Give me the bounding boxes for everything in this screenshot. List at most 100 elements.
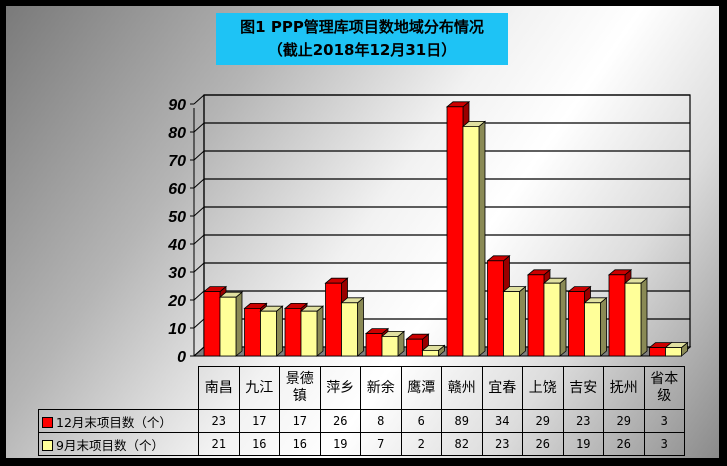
bar-dec: [365, 333, 383, 357]
category-header: 宜春: [481, 366, 523, 410]
bar-sep: [381, 335, 399, 357]
gridline-diag: [193, 346, 205, 357]
data-table-row-series1: 12月末项目数（个） 23 17 17 26 8 6 89 34 29 23 29 3: [38, 409, 685, 433]
data-table-corner: [38, 366, 199, 410]
table-cell: 6: [400, 409, 442, 433]
table-cell: 34: [481, 409, 523, 433]
gridline-diag: [193, 262, 205, 273]
bar-sep-side: [640, 277, 648, 357]
table-cell: 23: [562, 409, 604, 433]
gridline-diag: [193, 234, 205, 245]
legend-label: 9月末项目数（个）: [56, 437, 164, 453]
legend-swatch-yellow: [42, 439, 53, 451]
y-tick-label: 30: [168, 265, 186, 282]
bar-dec: [487, 260, 504, 357]
bar-sep: [422, 349, 439, 357]
data-table-header-row: 南昌 九江 景德镇萍乡 新余 鹰潭 赣州 宜春 上饶 吉安 抚州 省本级: [38, 366, 685, 410]
bar-sep: [543, 282, 561, 357]
y-tick-label: 0: [177, 349, 186, 366]
category-header: 省本级: [643, 366, 685, 410]
bar-sep: [503, 291, 520, 357]
table-cell: 16: [238, 432, 280, 456]
y-tick-label: 90: [168, 97, 186, 114]
bar-dec: [527, 274, 545, 357]
bar-sep: [462, 126, 480, 357]
category-header: 南昌: [198, 366, 240, 410]
table-cell: 8: [360, 409, 402, 433]
category-header: 上饶: [522, 366, 564, 410]
gridline-diag: [193, 150, 205, 161]
bar-sep-side: [316, 305, 324, 357]
bar-dec: [649, 347, 666, 357]
gridline-diag: [193, 122, 205, 133]
table-cell: 3: [643, 409, 685, 433]
bar-dec: [284, 307, 302, 357]
bar-sep-side: [357, 296, 364, 357]
table-cell: 29: [603, 409, 645, 433]
category-header: 萍乡: [319, 366, 361, 410]
bar-sep: [219, 296, 237, 357]
table-cell: 23: [198, 409, 240, 433]
table-cell: 29: [522, 409, 564, 433]
table-cell: 17: [279, 409, 321, 433]
data-table: 南昌 九江 景德镇萍乡 新余 鹰潭 赣州 宜春 上饶 吉安 抚州 省本级 12月末项目数（个） 23…: [38, 366, 685, 456]
table-cell: 7: [360, 432, 402, 456]
legend-series2: 9月末项目数（个）: [38, 432, 199, 456]
table-cell: 17: [238, 409, 280, 433]
y-tick-label: 20: [167, 293, 186, 310]
bar-sep: [665, 347, 682, 357]
table-cell: 2: [400, 432, 442, 456]
bar-sep-side: [478, 120, 486, 357]
category-header: 九江: [238, 366, 280, 410]
bar-dec: [203, 291, 221, 357]
bar-sep-side: [600, 296, 607, 357]
table-cell: 19: [562, 432, 604, 456]
category-header: 景德镇: [279, 366, 321, 410]
bar-sep: [584, 302, 601, 357]
chart-title-line2: （截止2018年12月31日）: [267, 41, 457, 59]
legend-label: 12月末项目数（个）: [56, 414, 172, 430]
gridline-diag: [193, 94, 205, 105]
bar-sep: [300, 310, 318, 357]
bar-sep-side: [559, 277, 567, 357]
y-tick-label: 80: [168, 125, 186, 142]
table-cell: 16: [279, 432, 321, 456]
table-cell: 19: [319, 432, 361, 456]
category-header: 赣州: [441, 366, 483, 410]
bar-dec: [568, 291, 585, 357]
y-tick-label: 60: [168, 181, 186, 198]
table-cell: 21: [198, 432, 240, 456]
bar-sep: [624, 282, 642, 357]
legend-series1: 12月末项目数（个）: [38, 409, 199, 433]
y-tick-label: 70: [168, 153, 186, 170]
gridline-diag: [193, 206, 205, 217]
bar-sep-side: [235, 291, 243, 357]
category-header: 吉安: [562, 366, 604, 410]
category-header: 抚州: [603, 366, 645, 410]
chart-title-line1: 图1 PPP管理库项目数地域分布情况: [240, 18, 484, 36]
bar-sep: [260, 310, 277, 357]
bar-sep-side: [519, 285, 526, 357]
bar-dec: [608, 274, 626, 357]
table-cell: 26: [522, 432, 564, 456]
y-tick-label: 50: [168, 209, 186, 226]
bar-dec: [325, 282, 342, 357]
table-cell: 89: [441, 409, 483, 433]
table-cell: 26: [603, 432, 645, 456]
category-header: 鹰潭: [400, 366, 442, 410]
category-header: 新余: [360, 366, 402, 410]
table-cell: 23: [481, 432, 523, 456]
gridline-diag: [193, 318, 205, 329]
gridline-diag: [193, 178, 205, 189]
gridline-diag: [193, 290, 205, 301]
y-tick-label: 10: [168, 321, 186, 338]
bar-dec: [406, 338, 423, 357]
data-table-row-series2: 9月末项目数（个） 21 16 16 19 7 2 82 23 26 19 26 3: [38, 432, 685, 456]
bar-dec: [244, 307, 261, 357]
table-cell: 82: [441, 432, 483, 456]
chart-title: 图1 PPP管理库项目数地域分布情况 （截止2018年12月31日）: [216, 13, 508, 65]
bar-sep: [341, 302, 358, 357]
table-cell: 26: [319, 409, 361, 433]
y-tick-label: 40: [167, 237, 186, 254]
